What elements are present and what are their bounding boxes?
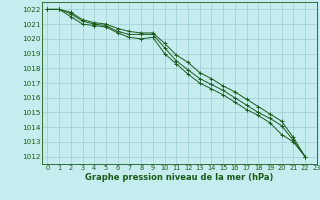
X-axis label: Graphe pression niveau de la mer (hPa): Graphe pression niveau de la mer (hPa) (85, 173, 273, 182)
